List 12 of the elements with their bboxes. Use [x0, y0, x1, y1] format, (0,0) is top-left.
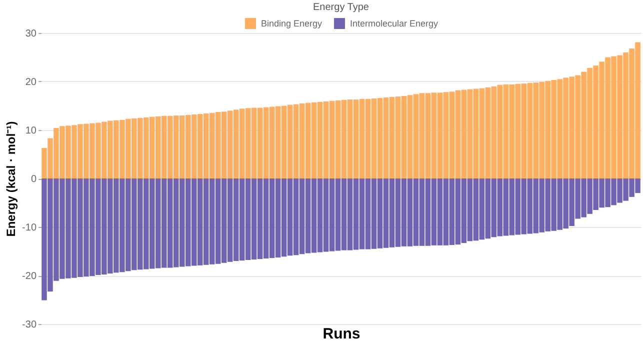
legend-label: Intermolecular Energy	[350, 18, 439, 29]
y-tick-label: -20	[22, 271, 37, 282]
y-tick-label: -10	[22, 222, 37, 234]
x-axis-title: Runs	[322, 326, 360, 342]
y-tick-label: 30	[25, 28, 37, 40]
legend-label: Binding Energy	[261, 18, 323, 29]
y-axis-title: Energy (kcal · mol⁻¹)	[4, 121, 18, 237]
y-tick-label: -30	[22, 320, 37, 330]
y-tick-label: 20	[25, 77, 37, 88]
y-tick-label: 10	[25, 126, 37, 136]
y-tick-label: 0	[30, 174, 37, 185]
legend-title: Energy Type	[313, 2, 370, 13]
